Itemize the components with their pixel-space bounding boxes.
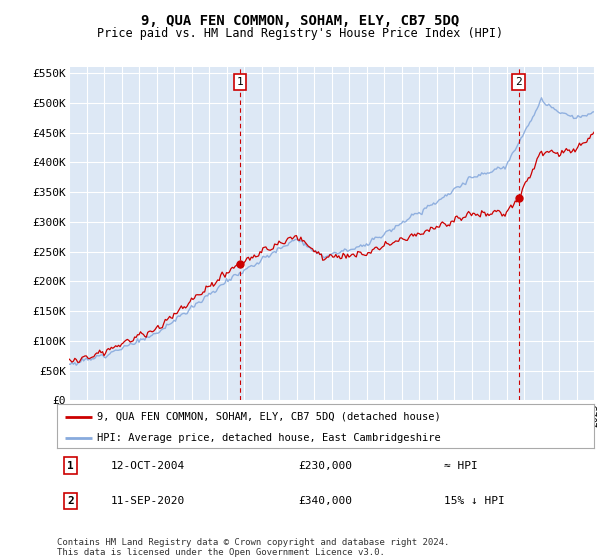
- Text: ≈ HPI: ≈ HPI: [443, 460, 478, 470]
- Text: 2: 2: [67, 496, 74, 506]
- Text: 11-SEP-2020: 11-SEP-2020: [111, 496, 185, 506]
- Text: 1: 1: [237, 77, 244, 87]
- Text: Price paid vs. HM Land Registry's House Price Index (HPI): Price paid vs. HM Land Registry's House …: [97, 27, 503, 40]
- Text: HPI: Average price, detached house, East Cambridgeshire: HPI: Average price, detached house, East…: [97, 433, 441, 444]
- Text: 15% ↓ HPI: 15% ↓ HPI: [443, 496, 505, 506]
- Text: £340,000: £340,000: [299, 496, 353, 506]
- Text: 2: 2: [515, 77, 522, 87]
- Text: 9, QUA FEN COMMON, SOHAM, ELY, CB7 5DQ (detached house): 9, QUA FEN COMMON, SOHAM, ELY, CB7 5DQ (…: [97, 412, 441, 422]
- Text: 1: 1: [67, 460, 74, 470]
- Text: £230,000: £230,000: [299, 460, 353, 470]
- Text: 12-OCT-2004: 12-OCT-2004: [111, 460, 185, 470]
- Text: 9, QUA FEN COMMON, SOHAM, ELY, CB7 5DQ: 9, QUA FEN COMMON, SOHAM, ELY, CB7 5DQ: [141, 14, 459, 28]
- Text: Contains HM Land Registry data © Crown copyright and database right 2024.
This d: Contains HM Land Registry data © Crown c…: [57, 538, 449, 557]
